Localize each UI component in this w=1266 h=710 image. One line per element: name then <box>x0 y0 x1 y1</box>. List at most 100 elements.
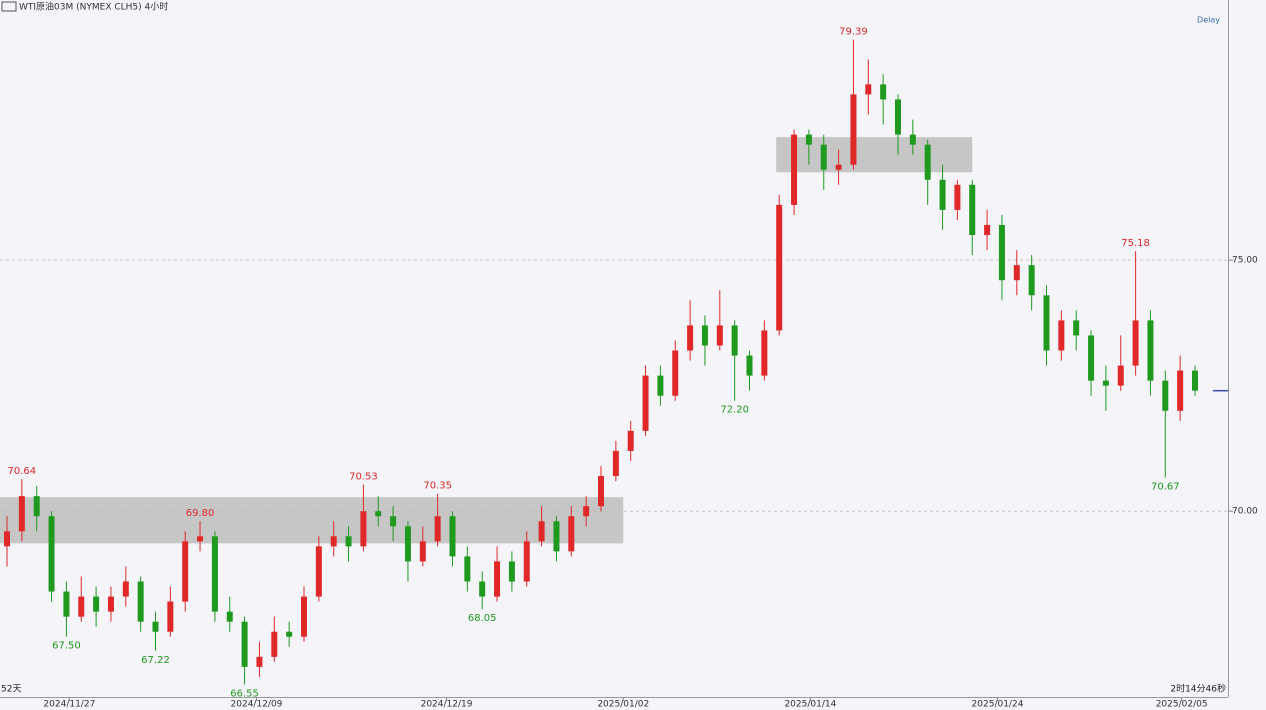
candle-body <box>865 84 872 95</box>
extreme-label: 66.55 <box>230 688 259 699</box>
candle-body <box>761 330 768 376</box>
candle-body <box>553 521 560 552</box>
candle-body <box>107 596 114 612</box>
menu-icon[interactable] <box>1 1 17 12</box>
candle-body <box>48 516 55 592</box>
extreme-label: 68.05 <box>468 613 497 624</box>
extreme-label: 75.18 <box>1121 238 1150 249</box>
candle-body <box>1028 265 1035 296</box>
candle-body <box>464 556 471 582</box>
candle-body <box>1147 320 1154 381</box>
candle-body <box>523 541 530 582</box>
x-tick-label: 2024/12/09 <box>231 700 283 710</box>
extreme-label: 72.20 <box>720 405 749 416</box>
candle-body <box>271 631 278 657</box>
candle-body <box>746 355 753 376</box>
candle-body <box>998 224 1005 281</box>
candle-body <box>93 596 100 612</box>
candle-body <box>494 561 501 597</box>
candle-body <box>924 144 931 180</box>
y-tick-label: 70.00 <box>1232 507 1258 517</box>
delay-label: Delay <box>1197 16 1220 25</box>
bottom-left-label: 52天 <box>1 685 21 695</box>
candle-body <box>895 99 901 135</box>
candle-body <box>33 496 40 517</box>
candle-body <box>286 631 293 637</box>
candle-body <box>820 144 827 170</box>
candle-body <box>137 581 144 622</box>
candle-body <box>63 591 70 617</box>
extreme-label: 69.80 <box>186 508 215 519</box>
x-tick-label: 2024/12/19 <box>421 700 473 710</box>
extreme-label: 67.22 <box>141 655 170 666</box>
candle-body <box>791 134 798 205</box>
candle-body <box>449 516 456 557</box>
candle-body <box>568 516 575 552</box>
candle-body <box>4 531 10 547</box>
candle-body <box>211 536 218 612</box>
candle-body <box>1073 320 1080 336</box>
candle-body <box>850 94 857 165</box>
candle-body <box>182 541 189 602</box>
candle-body <box>612 450 619 477</box>
x-tick-label: 2025/01/24 <box>972 700 1024 710</box>
x-tick-label: 2025/01/02 <box>597 700 649 710</box>
bottom-right-label: 2时14分46秒 <box>1170 683 1226 695</box>
candle-body <box>122 581 129 597</box>
zone <box>0 497 624 544</box>
candle-body <box>1117 365 1124 386</box>
candle-body <box>776 204 783 331</box>
candle-body <box>1177 370 1184 411</box>
header[interactable]: WTI原油03M (NYMEX CLH5) 4小时 <box>19 1 168 13</box>
candle-body <box>939 179 946 210</box>
extreme-label: 70.64 <box>8 466 37 477</box>
candle-body <box>627 430 634 451</box>
candle-body <box>197 536 204 542</box>
candle-body <box>18 496 25 532</box>
candle-body <box>1162 380 1169 411</box>
x-tick-label: 2024/11/27 <box>43 700 95 710</box>
candle-body <box>1013 265 1020 281</box>
candle-body <box>954 184 961 210</box>
candle-body <box>479 581 486 597</box>
candle-body <box>880 84 887 100</box>
candle-body <box>330 536 337 547</box>
candle-body <box>716 325 723 346</box>
candle-body <box>1132 320 1139 366</box>
candle-body <box>256 656 263 667</box>
extreme-label: 67.50 <box>52 641 81 652</box>
candle-body <box>642 375 649 431</box>
candle-body <box>701 325 708 346</box>
extreme-label: 79.39 <box>839 27 868 38</box>
candle-body <box>1058 320 1065 351</box>
extreme-label: 70.35 <box>423 481 452 492</box>
extreme-label: 70.53 <box>349 472 378 483</box>
candle-body <box>672 350 679 396</box>
candle-body <box>345 536 352 547</box>
candle-body <box>835 164 842 170</box>
candle-body <box>1192 370 1198 391</box>
candle-body <box>241 621 248 667</box>
candle-body <box>419 541 426 562</box>
candle-body <box>657 375 664 396</box>
candle-body <box>969 184 976 236</box>
candle-body <box>167 601 174 632</box>
candle-body <box>360 511 367 547</box>
candle-body <box>434 516 441 542</box>
candle-body <box>583 506 590 517</box>
y-tick-label: 75.00 <box>1232 256 1258 266</box>
candle-body <box>508 561 515 582</box>
x-tick-label: 2025/01/14 <box>784 700 836 710</box>
candle-body <box>390 516 397 527</box>
candle-body <box>909 134 916 145</box>
candle-body <box>984 224 991 236</box>
candle-body <box>1088 335 1095 381</box>
candle-body <box>78 596 85 617</box>
extreme-label: 70.67 <box>1151 482 1180 493</box>
candle-body <box>731 325 738 356</box>
x-tick-label: 2025/02/05 <box>1156 700 1208 710</box>
candle-body <box>404 526 411 562</box>
candle-body <box>805 134 812 145</box>
candle-body <box>301 596 307 637</box>
